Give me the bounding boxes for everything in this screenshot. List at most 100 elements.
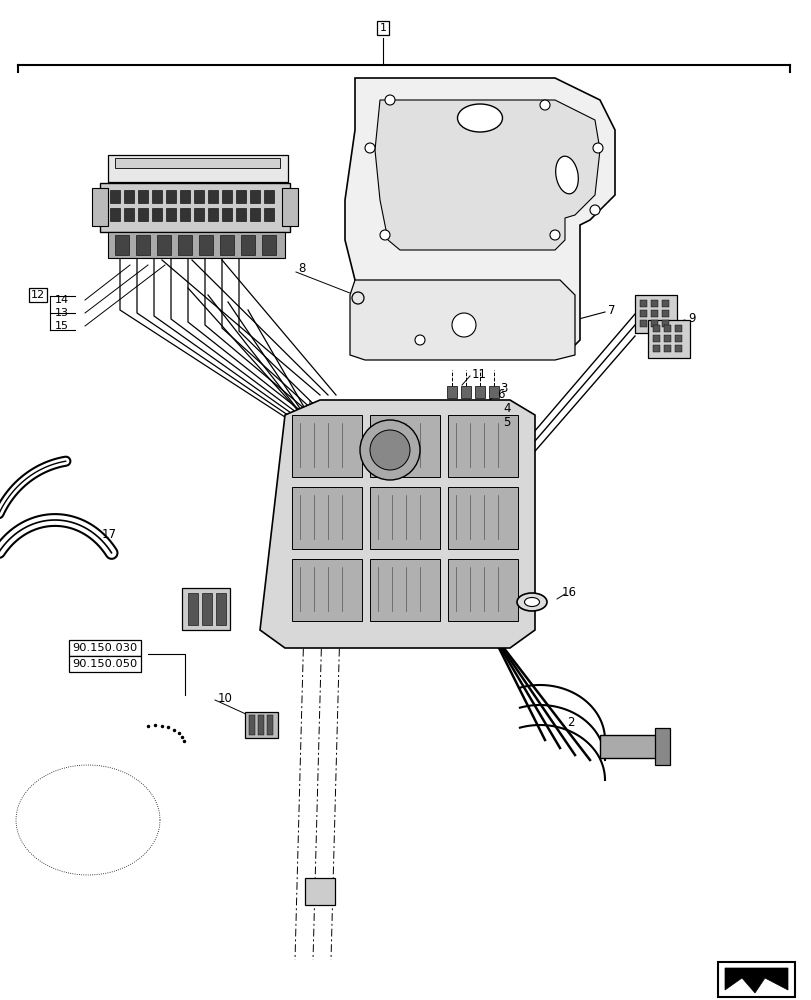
Polygon shape	[208, 190, 217, 203]
Text: 8: 8	[298, 261, 305, 274]
Polygon shape	[292, 559, 362, 621]
Polygon shape	[652, 345, 659, 352]
Polygon shape	[221, 208, 232, 221]
Polygon shape	[138, 190, 148, 203]
Polygon shape	[100, 183, 290, 232]
Polygon shape	[663, 335, 670, 342]
Polygon shape	[109, 208, 120, 221]
Polygon shape	[115, 235, 129, 255]
Circle shape	[370, 430, 410, 470]
Polygon shape	[724, 968, 787, 993]
Polygon shape	[652, 325, 659, 332]
Text: 6: 6	[496, 388, 504, 401]
Polygon shape	[647, 320, 689, 358]
Polygon shape	[202, 593, 212, 625]
Circle shape	[414, 335, 424, 345]
Text: 4: 4	[502, 401, 510, 414]
Polygon shape	[717, 962, 794, 997]
Text: 3: 3	[500, 381, 507, 394]
Polygon shape	[260, 400, 534, 648]
Polygon shape	[241, 235, 255, 255]
Polygon shape	[220, 235, 234, 255]
Polygon shape	[152, 190, 162, 203]
Ellipse shape	[457, 104, 502, 132]
Polygon shape	[488, 386, 499, 398]
Polygon shape	[152, 208, 162, 221]
Polygon shape	[264, 190, 273, 203]
Polygon shape	[138, 208, 148, 221]
Ellipse shape	[524, 597, 539, 606]
Polygon shape	[124, 208, 134, 221]
Polygon shape	[108, 232, 285, 258]
Text: 10: 10	[217, 692, 233, 704]
Polygon shape	[245, 712, 277, 738]
Polygon shape	[448, 415, 517, 477]
Polygon shape	[262, 235, 276, 255]
Polygon shape	[292, 415, 362, 477]
Polygon shape	[92, 188, 108, 226]
Text: 9: 9	[687, 312, 695, 324]
Polygon shape	[108, 155, 288, 182]
Text: 1: 1	[379, 23, 386, 33]
Polygon shape	[258, 715, 264, 735]
Polygon shape	[124, 190, 134, 203]
Polygon shape	[236, 190, 246, 203]
Polygon shape	[221, 190, 232, 203]
Circle shape	[549, 230, 560, 240]
Polygon shape	[661, 300, 668, 307]
Polygon shape	[188, 593, 198, 625]
Circle shape	[539, 100, 549, 110]
Ellipse shape	[555, 156, 577, 194]
Polygon shape	[178, 235, 191, 255]
Text: 13: 13	[55, 308, 69, 318]
Polygon shape	[350, 280, 574, 360]
Polygon shape	[267, 715, 272, 735]
Polygon shape	[663, 325, 670, 332]
Text: 2: 2	[566, 715, 574, 728]
Polygon shape	[674, 325, 681, 332]
Circle shape	[359, 420, 419, 480]
Circle shape	[380, 230, 389, 240]
Text: 14: 14	[55, 295, 69, 305]
Text: 17: 17	[102, 528, 117, 542]
Polygon shape	[292, 487, 362, 549]
Polygon shape	[674, 335, 681, 342]
Text: 16: 16	[561, 585, 577, 598]
Polygon shape	[281, 188, 298, 226]
Circle shape	[590, 205, 599, 215]
Polygon shape	[180, 208, 190, 221]
Circle shape	[452, 313, 475, 337]
Polygon shape	[663, 345, 670, 352]
Polygon shape	[208, 208, 217, 221]
Polygon shape	[370, 487, 440, 549]
Polygon shape	[236, 208, 246, 221]
Polygon shape	[249, 715, 255, 735]
Polygon shape	[654, 728, 669, 765]
Polygon shape	[599, 735, 659, 758]
Polygon shape	[199, 235, 212, 255]
Polygon shape	[634, 295, 676, 333]
Polygon shape	[370, 559, 440, 621]
Polygon shape	[639, 320, 646, 327]
Polygon shape	[652, 335, 659, 342]
Polygon shape	[650, 320, 657, 327]
Text: 15: 15	[55, 321, 69, 331]
Polygon shape	[180, 190, 190, 203]
Circle shape	[365, 143, 375, 153]
Polygon shape	[194, 208, 204, 221]
Polygon shape	[264, 208, 273, 221]
Text: 7: 7	[607, 304, 615, 316]
Ellipse shape	[517, 593, 547, 611]
Polygon shape	[461, 386, 470, 398]
Text: 11: 11	[471, 368, 487, 381]
Polygon shape	[639, 310, 646, 317]
Circle shape	[384, 95, 394, 105]
Text: 90.150.030: 90.150.030	[72, 643, 137, 653]
Polygon shape	[165, 190, 176, 203]
Polygon shape	[446, 386, 457, 398]
Polygon shape	[194, 190, 204, 203]
Polygon shape	[157, 235, 171, 255]
Polygon shape	[165, 208, 176, 221]
Polygon shape	[182, 588, 230, 630]
Polygon shape	[115, 158, 280, 168]
